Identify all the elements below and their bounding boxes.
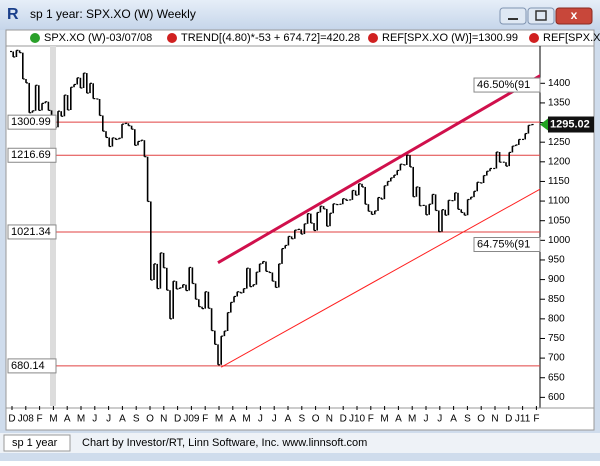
x-tick-label: F (202, 414, 208, 425)
x-tick-label: A (64, 414, 71, 425)
x-tick-label: J09 (183, 414, 200, 425)
legend-entry: TREND[(4.80)*-53 + 674.72]=420.28 (181, 32, 360, 44)
x-tick-label: M (49, 414, 57, 425)
reference-label-box (7, 358, 57, 374)
x-tick-label: F (368, 414, 374, 425)
y-tick-label: 1150 (548, 176, 570, 187)
x-tick-label: A (395, 414, 402, 425)
reference-label: 1300.99 (11, 116, 51, 128)
x-tick-label: J10 (349, 414, 366, 425)
status-bar (0, 433, 600, 453)
x-tick-label: A (119, 414, 126, 425)
y-tick-label: 1050 (548, 215, 571, 226)
chart-area (5, 45, 595, 409)
x-tick-label: A (229, 414, 236, 425)
trend-label-box (473, 237, 541, 253)
x-tick-label: J11 (515, 414, 531, 425)
y-tick-label: 700 (548, 353, 565, 364)
reference-label-box (7, 114, 57, 130)
x-tick-label: D (8, 414, 15, 425)
x-tick-label: J (258, 414, 263, 425)
y-tick-label: 850 (548, 294, 565, 305)
y-tick-label: 1250 (548, 137, 571, 148)
last-price-label: 1295.02 (550, 118, 590, 130)
legend-dot (167, 33, 177, 43)
y-tick-label: 650 (548, 372, 565, 383)
minimize-button[interactable] (499, 7, 527, 25)
status-tab-label: sp 1 year (12, 437, 58, 449)
x-tick-label: S (133, 414, 140, 425)
legend-dot (30, 33, 40, 43)
trend-line (220, 188, 540, 368)
reference-label-box (7, 224, 57, 240)
legend-dot (529, 33, 539, 43)
legend-entry: SPX.XO (W)-03/07/08 (44, 32, 152, 44)
reference-label: 1021.34 (11, 226, 51, 238)
y-tick-label: 600 (548, 392, 565, 403)
y-tick-label: 800 (548, 313, 565, 324)
trend-label-box (473, 77, 541, 93)
x-tick-label: D (340, 414, 347, 425)
x-tick-label: M (380, 414, 388, 425)
svg-text:x: x (571, 8, 578, 22)
trend-label: 46.50%(91 (477, 79, 530, 91)
x-tick-label: O (146, 414, 154, 425)
x-tick-label: F (37, 414, 43, 425)
x-tick-label: M (215, 414, 223, 425)
x-axis-bar (5, 407, 595, 431)
status-tab[interactable] (3, 434, 71, 452)
status-text: Chart by Investor/RT, Linn Software, Inc… (82, 437, 367, 449)
x-tick-label: J08 (18, 414, 35, 425)
y-tick-label: 1400 (548, 78, 571, 89)
x-tick-label: O (477, 414, 485, 425)
legend-entry: REF[SPX.XO (W)]=1300.99 (382, 32, 518, 44)
reference-label-box (7, 147, 57, 163)
trend-line (217, 74, 540, 265)
x-tick-label: M (242, 414, 250, 425)
x-tick-label: O (312, 414, 320, 425)
legend-dot (368, 33, 378, 43)
x-tick-label: J (106, 414, 111, 425)
x-tick-label: M (408, 414, 416, 425)
y-tick-label: 750 (548, 333, 565, 344)
y-tick-label: 1200 (548, 156, 571, 167)
reference-label: 1216.69 (11, 149, 51, 161)
x-tick-label: D (505, 414, 512, 425)
y-tick-label: 1100 (548, 196, 570, 207)
y-tick-label: 1350 (548, 98, 571, 109)
legend-entry: REF[SPX.XO (W) (543, 32, 600, 44)
y-tick-label: 900 (548, 274, 565, 285)
x-tick-label: N (491, 414, 498, 425)
last-price-arrow (540, 118, 548, 131)
maximize-button[interactable] (527, 7, 555, 25)
trend-label: 64.75%(91 (477, 238, 530, 250)
x-tick-label: S (298, 414, 305, 425)
x-tick-label: N (160, 414, 167, 425)
last-price-box (548, 116, 594, 133)
reference-label: 680.14 (11, 360, 45, 372)
x-tick-label: J (92, 414, 97, 425)
x-tick-label: A (450, 414, 457, 425)
x-tick-label: J (272, 414, 277, 425)
x-tick-label: F (533, 414, 539, 425)
x-tick-label: A (285, 414, 292, 425)
y-tick-label: 1000 (548, 235, 571, 246)
x-tick-label: N (326, 414, 333, 425)
x-tick-label: J (424, 414, 429, 425)
window-title: sp 1 year: SPX.XO (W) Weekly (30, 7, 196, 21)
app-icon: R (7, 6, 19, 23)
close-button[interactable] (555, 7, 593, 25)
x-tick-label: S (464, 414, 471, 425)
x-tick-label: J (437, 414, 442, 425)
y-tick-label: 950 (548, 255, 565, 266)
x-tick-label: M (77, 414, 85, 425)
x-tick-label: D (174, 414, 181, 425)
